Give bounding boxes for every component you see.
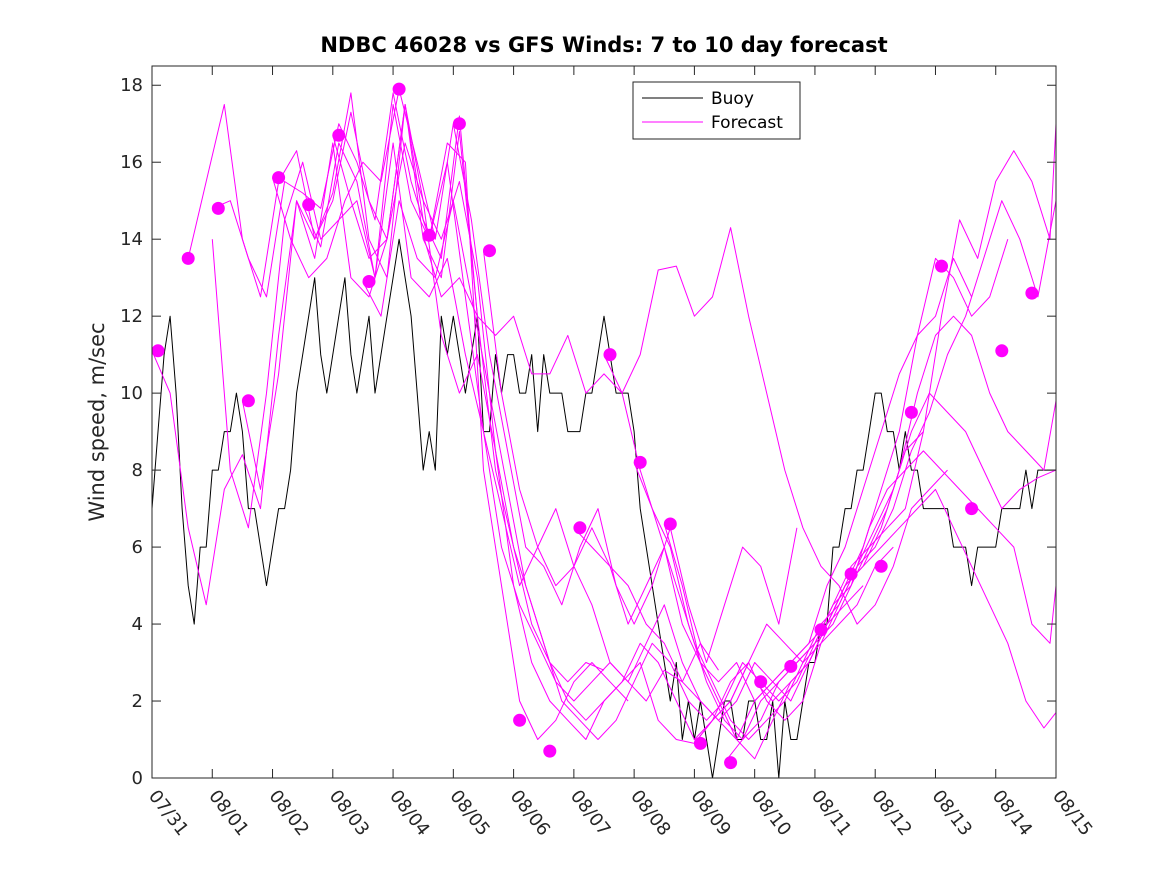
forecast-marker-point — [573, 521, 587, 535]
legend-label-forecast: Forecast — [711, 113, 783, 133]
forecast-marker-point — [332, 128, 346, 142]
y-tick-label: 2 — [132, 691, 143, 712]
legend-box — [632, 81, 801, 140]
forecast-marker-point — [784, 659, 798, 673]
forecast-marker-point — [935, 259, 948, 273]
forecast-marker-point — [1025, 286, 1039, 300]
forecast-marker-point — [151, 344, 165, 358]
forecast-marker-point — [693, 736, 707, 750]
y-tick-label: 16 — [120, 152, 143, 173]
forecast-marker-point — [633, 455, 647, 469]
y-axis: 0 2 4 6 8 10 12 14 16 18 — [120, 75, 1056, 789]
forecast-series-line-8 — [332, 135, 894, 740]
forecast-marker-point — [392, 82, 406, 96]
forecast-marker-point — [904, 405, 918, 419]
forecast-marker-point — [603, 348, 617, 362]
legend-label-buoy: Buoy — [711, 89, 754, 109]
forecast-marker-point — [663, 517, 677, 531]
y-tick-label: 0 — [132, 768, 143, 789]
forecast-series-line-14 — [633, 123, 1057, 740]
forecast-marker-point — [754, 675, 768, 689]
forecast-marker-point — [241, 394, 255, 408]
legend: Buoy Forecast — [632, 81, 801, 140]
forecast-marker-point — [844, 567, 858, 581]
forecast-marker-point — [302, 198, 316, 212]
forecast-marker-point — [995, 344, 1009, 358]
forecast-marker-point — [211, 201, 225, 215]
forecast-series-line-6 — [272, 88, 798, 663]
forecast-marker-point — [874, 559, 888, 573]
forecast-marker-point — [452, 117, 466, 131]
y-tick-label: 14 — [120, 229, 143, 250]
forecast-marker-point — [181, 251, 195, 265]
forecast-marker-point — [272, 171, 286, 185]
forecast-marker-point — [483, 244, 496, 258]
forecast-marker-point — [422, 228, 436, 242]
axes-background — [152, 66, 1056, 778]
y-tick-label: 18 — [120, 75, 143, 96]
forecast-series-line-13 — [603, 200, 1057, 740]
forecast-series-line-10 — [422, 227, 948, 625]
forecast-marker-point — [362, 275, 376, 288]
forecast-marker-point — [724, 756, 738, 770]
y-tick-label: 4 — [132, 614, 143, 635]
axes-box — [151, 65, 1057, 779]
y-tick-label: 8 — [132, 460, 143, 481]
forecast-series-line-4 — [211, 142, 719, 702]
y-tick-label: 6 — [132, 537, 143, 558]
forecast-marker-point — [814, 623, 828, 637]
forecast-marker-point — [965, 502, 979, 516]
chart-title: NDBC 46028 vs GFS Winds: 7 to 10 day for… — [320, 33, 887, 57]
forecast-series-line-7 — [302, 104, 864, 721]
series-layer — [151, 82, 1057, 779]
y-tick-label: 12 — [120, 306, 143, 327]
forecast-series-line-16 — [694, 392, 1057, 744]
forecast-series-line-17 — [724, 450, 1057, 763]
plot-area — [151, 65, 1057, 779]
forecast-marker-point — [513, 713, 527, 727]
forecast-marker-point — [543, 744, 557, 758]
y-tick-label: 10 — [120, 383, 143, 404]
forecast-series-line-11 — [483, 250, 973, 702]
y-axis-label: Wind speed, m/sec — [85, 322, 109, 521]
forecast-series-line-3 — [212, 92, 629, 740]
forecast-series-line-18 — [754, 488, 1057, 729]
buoy-series-line — [151, 238, 1056, 779]
